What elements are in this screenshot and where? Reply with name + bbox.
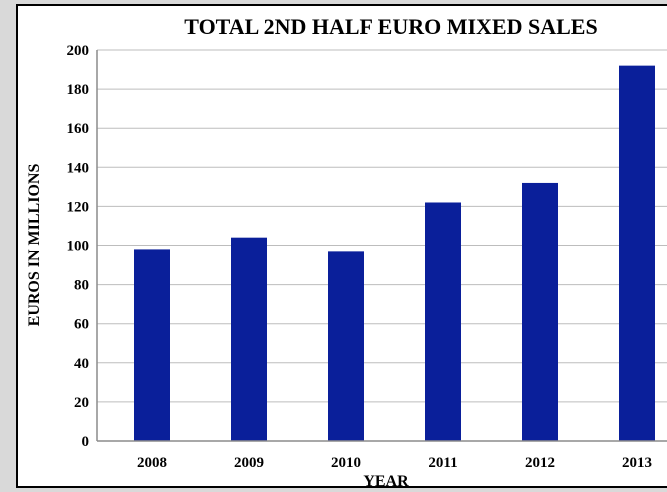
bar-2009	[231, 237, 267, 441]
y-tick-labels: 0 20 40 60 80 100 120 140 160 180 200	[67, 43, 90, 450]
y-tick-label: 160	[67, 121, 90, 137]
bar-2012	[522, 182, 558, 441]
y-tick-label: 20	[74, 395, 89, 411]
x-tick-labels: 2008 2009 2010 2011 2012 2013	[137, 455, 652, 471]
x-tick-label-2008: 2008	[137, 455, 167, 471]
y-tick-label: 180	[67, 82, 90, 98]
x-tick-label-2009: 2009	[234, 455, 264, 471]
y-tick-label: 40	[74, 356, 89, 372]
y-tick-label: 200	[67, 43, 90, 59]
bar-2008	[134, 249, 170, 441]
bars	[134, 65, 655, 441]
x-tick-label-2013: 2013	[622, 455, 652, 471]
bar-2010	[328, 251, 364, 441]
y-tick-label: 100	[67, 239, 90, 255]
x-tick-label-2010: 2010	[331, 455, 361, 471]
x-axis-label: YEAR	[363, 473, 409, 490]
y-axis-label: EUROS IN MILLIONS	[26, 164, 43, 327]
y-tick-label: 120	[67, 199, 90, 215]
x-tick-label-2011: 2011	[428, 455, 457, 471]
y-tick-label: 60	[74, 317, 89, 333]
chart-title: TOTAL 2ND HALF EURO MIXED SALES	[184, 14, 597, 39]
y-tick-label: 0	[82, 434, 90, 450]
bar-2011	[425, 202, 461, 441]
bar-2013	[619, 65, 655, 441]
gridlines	[97, 49, 667, 403]
x-tick-label-2012: 2012	[525, 455, 555, 471]
y-tick-label: 140	[67, 160, 90, 176]
y-tick-label: 80	[74, 278, 89, 294]
